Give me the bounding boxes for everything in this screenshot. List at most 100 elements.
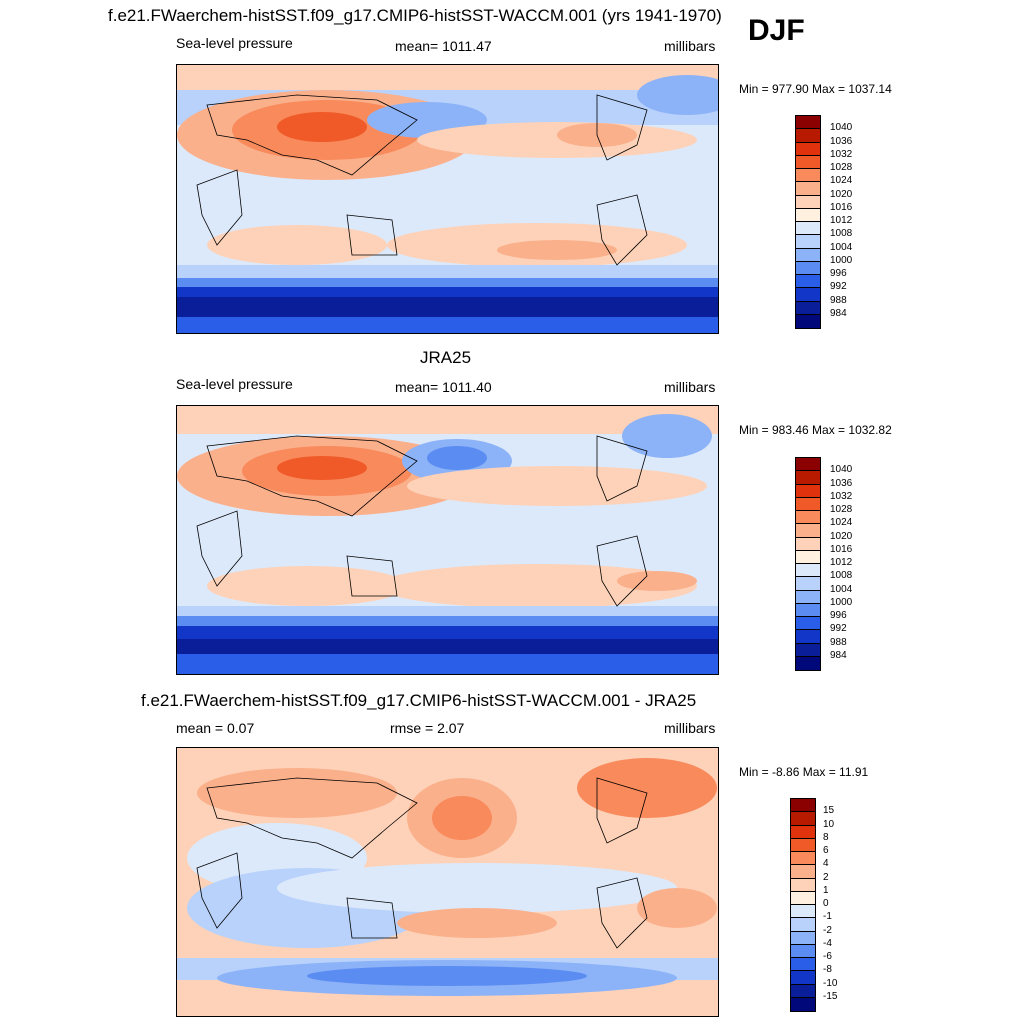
panel2-minmax: Min = 983.46 Max = 1032.82 [739,423,892,437]
colorbar-tick-label: -10 [823,977,838,989]
colorbar-swatch [796,248,820,262]
colorbar-swatch [796,537,820,551]
colorbar-swatch [796,656,820,670]
colorbar-swatch [796,524,820,538]
colorbar-tick-label: 988 [830,294,847,306]
colorbar-tick-label: 988 [830,636,847,648]
colorbar-tick-label: -6 [823,951,832,962]
colorbar-swatch [796,497,820,511]
colorbar-tick-label: 992 [830,623,847,635]
colorbar-tick-label: 1008 [830,228,853,240]
panel1-variable-label: Sea-level pressure [176,35,293,51]
colorbar-swatch [791,878,815,892]
colorbar-swatch [791,799,815,813]
colorbar-tick-label: 984 [830,307,847,319]
panel3-mean-label: mean = 0.07 [176,720,255,736]
colorbar-swatch [791,865,815,879]
colorbar-swatch [796,169,820,183]
colorbar-swatch [791,852,815,866]
colorbar-tick-label: 1016 [830,201,853,213]
colorbar-tick-label: 6 [823,845,829,856]
colorbar-tick-label: -2 [823,924,832,936]
colorbar-tick-label: 1012 [830,557,853,568]
colorbar-tick-label: 1032 [830,490,853,502]
colorbar-swatch [796,129,820,143]
panel3-title: f.e21.FWaerchem-histSST.f09_g17.CMIP6-hi… [141,691,697,710]
colorbar-tick-label: 2 [823,871,829,883]
colorbar-swatch [791,984,815,998]
colorbar-swatch [796,630,820,644]
colorbar-tick-label: 1020 [830,188,853,200]
colorbar-swatch [796,235,820,249]
panel2-map [176,405,719,675]
colorbar-swatch [796,261,820,275]
colorbar-swatch [796,288,820,302]
colorbar-tick-label: 0 [823,898,829,909]
colorbar-tick-label: 1008 [830,570,853,582]
colorbar-tick-label: 996 [830,610,847,621]
colorbar-tick-label: -1 [823,911,832,923]
panel3-units-label: millibars [664,720,716,736]
colorbar-tick-label: 992 [830,281,847,293]
colorbar-swatch [796,458,820,472]
colorbar-swatch [791,918,815,932]
colorbar-tick-label: 1000 [830,596,853,608]
colorbar-tick-label: 984 [830,649,847,661]
colorbar-tick-label: 15 [823,805,835,817]
colorbar-swatch [796,643,820,657]
season-label: DJF [748,14,805,47]
panel3-rmse-label: rmse = 2.07 [390,720,465,736]
colorbar-swatch [796,116,820,130]
colorbar-tick-label: 1 [823,884,829,896]
colorbar-swatch [796,484,820,498]
colorbar-swatch [796,275,820,289]
colorbar-tick-label: 1020 [830,530,853,542]
colorbar-swatch [796,222,820,236]
panel1-mean-label: mean= 1011.47 [395,38,492,54]
colorbar-tick-label: 1004 [830,583,853,595]
colorbar-swatch [796,577,820,591]
panel1-units-label: millibars [664,38,716,54]
colorbar-swatch [796,182,820,196]
panel3-colorbar [790,798,816,1012]
colorbar-tick-label: 1028 [830,162,853,173]
colorbar-swatch [791,971,815,985]
colorbar-tick-label: 4 [823,858,829,870]
colorbar-tick-label: 996 [830,268,847,279]
panel1-colorbar [795,115,821,329]
colorbar-swatch [796,155,820,169]
panel2-variable-label: Sea-level pressure [176,376,293,392]
colorbar-swatch [796,550,820,564]
colorbar-tick-label: 8 [823,831,829,843]
panel2-mean-label: mean= 1011.40 [395,379,492,395]
colorbar-swatch [796,208,820,222]
colorbar-tick-label: 1000 [830,254,853,266]
colorbar-tick-label: 1016 [830,543,853,555]
colorbar-swatch [796,195,820,209]
colorbar-swatch [791,931,815,945]
colorbar-tick-label: -15 [823,990,838,1002]
colorbar-swatch [791,958,815,972]
colorbar-tick-label: 1032 [830,148,853,160]
colorbar-tick-label: 10 [823,818,835,830]
colorbar-swatch [796,471,820,485]
colorbar-tick-label: 1024 [830,175,853,187]
colorbar-tick-label: 1028 [830,504,853,515]
colorbar-swatch [791,812,815,826]
panel1-map [176,64,719,334]
panel1-minmax: Min = 977.90 Max = 1037.14 [739,82,892,96]
panel3-minmax: Min = -8.86 Max = 11.91 [739,765,869,779]
colorbar-tick-label: 1040 [830,122,853,134]
colorbar-tick-label: -8 [823,964,832,976]
colorbar-swatch [796,564,820,578]
colorbar-swatch [796,617,820,631]
colorbar-tick-label: -4 [823,937,832,949]
colorbar-swatch [791,997,815,1011]
colorbar-swatch [791,905,815,919]
panel3-map [176,747,719,1017]
panel2-title: JRA25 [420,348,472,367]
colorbar-swatch [791,891,815,905]
colorbar-swatch [796,603,820,617]
colorbar-swatch [796,301,820,315]
colorbar-swatch [791,838,815,852]
